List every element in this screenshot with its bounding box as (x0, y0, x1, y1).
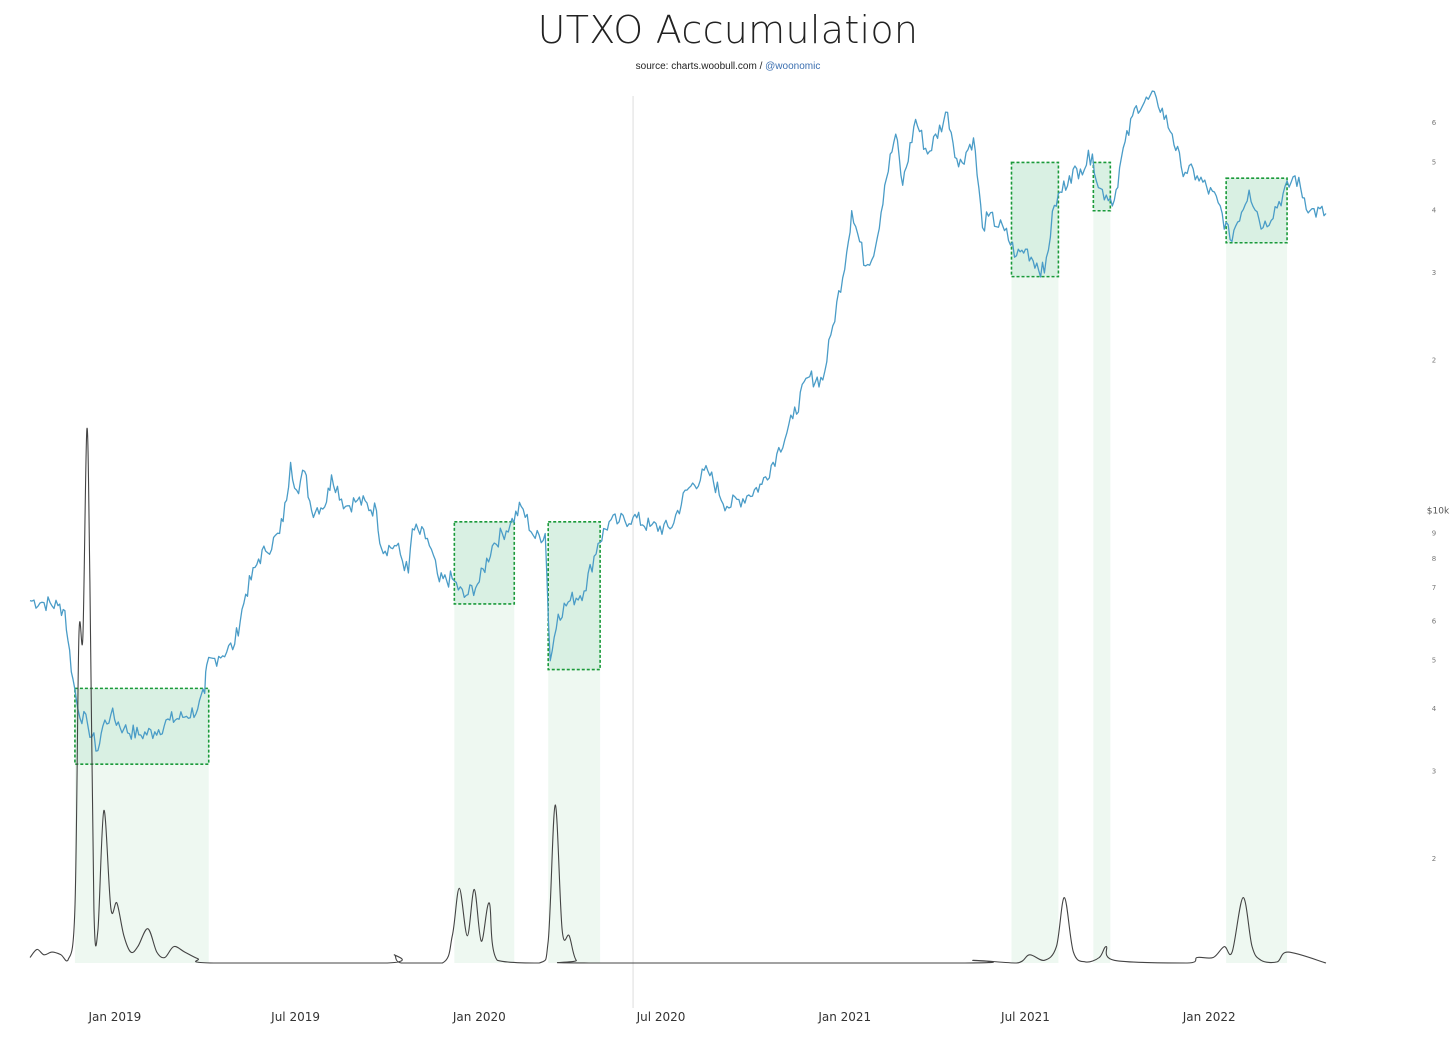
utxo-indicator-line (29, 427, 1327, 964)
source-handle-link[interactable]: @woonomic (765, 61, 821, 72)
accumulation-band (454, 603, 515, 963)
x-tick-label: Jan 2022 (1182, 1010, 1236, 1024)
y-tick-label: 2 (1432, 357, 1436, 365)
chart-source: source: charts.woobull.com / @woonomic (0, 61, 1456, 72)
accumulation-zone-box[interactable] (453, 521, 516, 605)
y-tick-label: 5 (1432, 158, 1436, 166)
x-tick-label: Jan 2019 (87, 1010, 141, 1024)
accumulation-band (1226, 242, 1288, 963)
accumulation-band (548, 669, 601, 963)
y-tick-label: 3 (1432, 767, 1436, 775)
chart-title: UTXO Accumulation (537, 8, 919, 52)
x-tick-label: Jan 2021 (817, 1010, 871, 1024)
y-tick-label: 6 (1432, 119, 1437, 127)
accumulation-zone-box[interactable] (74, 687, 210, 765)
price-line (29, 90, 1327, 752)
accumulation-band (74, 764, 209, 963)
y-tick-label: 4 (1432, 207, 1437, 215)
accumulation-zone-box[interactable] (1225, 177, 1288, 244)
y-tick-label: 5 (1432, 657, 1436, 665)
accumulation-zone-box[interactable] (547, 521, 601, 671)
y-tick-label: 6 (1432, 617, 1437, 625)
accumulation-zone-box[interactable] (1010, 161, 1060, 278)
y-tick-label: 3 (1432, 269, 1436, 277)
y-tick-label: 4 (1432, 705, 1437, 713)
source-text: source: charts.woobull.com / (635, 61, 763, 72)
accumulation-zone-box[interactable] (1092, 161, 1112, 212)
accumulation-band (1093, 210, 1111, 964)
y-tick-label: 2 (1432, 855, 1436, 863)
y-tick-label: 9 (1432, 530, 1436, 538)
x-tick-label: Jan 2020 (452, 1010, 506, 1024)
accumulation-band (1011, 276, 1059, 963)
y-axis-unit-label: $10k (1427, 507, 1450, 517)
y-tick-label: 7 (1432, 584, 1436, 592)
x-tick-label: Jul 2021 (1000, 1010, 1050, 1024)
x-tick-label: Jul 2020 (636, 1010, 686, 1024)
y-tick-label: 8 (1432, 555, 1436, 563)
x-tick-label: Jul 2019 (270, 1010, 320, 1024)
